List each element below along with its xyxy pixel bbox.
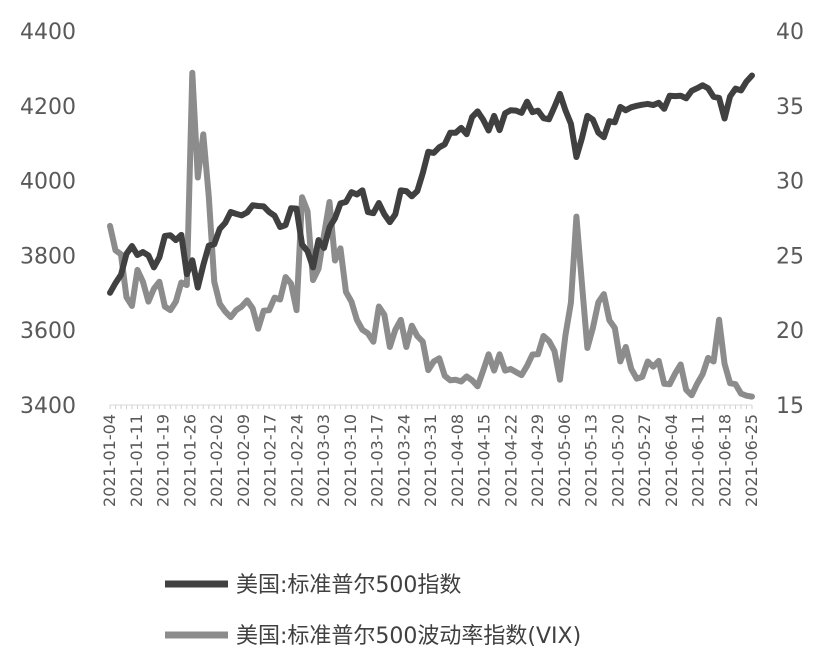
legend: 美国:标准普尔500指数 美国:标准普尔500波动率指数(VIX) <box>165 573 581 649</box>
plot-area <box>107 69 755 400</box>
x-tick-label: 2021-02-02 <box>207 414 226 507</box>
x-tick-label: 2021-05-20 <box>608 414 627 507</box>
series-line-spx <box>107 72 755 296</box>
y-left-tick-label: 3800 <box>20 244 76 269</box>
x-tick-label: 2021-01-26 <box>180 414 199 507</box>
y-left-tick-label: 3400 <box>20 394 76 419</box>
y-left-tick-label: 4200 <box>20 95 76 120</box>
x-tick-label: 2021-02-09 <box>234 414 253 507</box>
legend-label-vix: 美国:标准普尔500波动率指数(VIX) <box>236 624 581 649</box>
left-y-axis: 3400 3600 3800 4000 4200 4400 <box>20 20 76 419</box>
x-axis: 2021-01-04 2021-01-11 2021-01-19 2021-01-26… <box>100 404 761 507</box>
x-tick-label: 2021-03-24 <box>394 414 413 507</box>
x-tick-label: 2021-04-15 <box>475 414 494 507</box>
x-tick-label: 2021-05-13 <box>582 414 601 507</box>
x-tick-label: 2021-03-31 <box>421 414 440 507</box>
x-tick-label: 2021-04-22 <box>501 414 520 507</box>
y-right-tick-label: 25 <box>776 244 804 269</box>
x-tick-label: 2021-06-04 <box>662 414 681 507</box>
x-tick-label: 2021-04-29 <box>528 414 547 507</box>
right-y-axis: 15 20 25 30 35 40 <box>776 20 804 419</box>
x-tick-label: 2021-01-11 <box>127 414 146 507</box>
x-tick-label: 2021-03-17 <box>368 414 387 507</box>
x-tick-label: 2021-06-25 <box>742 414 761 507</box>
y-left-tick-label: 4000 <box>20 170 76 195</box>
legend-label-spx: 美国:标准普尔500指数 <box>236 573 461 598</box>
y-right-tick-label: 15 <box>776 394 804 419</box>
y-left-tick-label: 4400 <box>20 20 76 45</box>
x-tick-label: 2021-05-27 <box>635 414 654 507</box>
y-right-tick-label: 35 <box>776 95 804 120</box>
x-tick-label: 2021-06-18 <box>715 414 734 507</box>
x-tick-label: 2021-01-19 <box>154 414 173 507</box>
x-tick-label: 2021-01-04 <box>100 414 119 507</box>
x-tick-label: 2021-06-11 <box>689 414 708 507</box>
x-tick-label: 2021-04-08 <box>448 414 467 507</box>
x-tick-label: 2021-03-10 <box>341 414 360 507</box>
x-tick-label: 2021-02-24 <box>287 414 306 507</box>
series-line-vix <box>107 69 755 400</box>
y-right-tick-label: 40 <box>776 20 804 45</box>
y-right-tick-label: 30 <box>776 170 804 195</box>
y-left-tick-label: 3600 <box>20 319 76 344</box>
x-tick-label: 2021-02-17 <box>261 414 280 507</box>
x-tick-label: 2021-03-03 <box>314 414 333 507</box>
y-right-tick-label: 20 <box>776 319 804 344</box>
x-tick-label: 2021-05-06 <box>555 414 574 507</box>
